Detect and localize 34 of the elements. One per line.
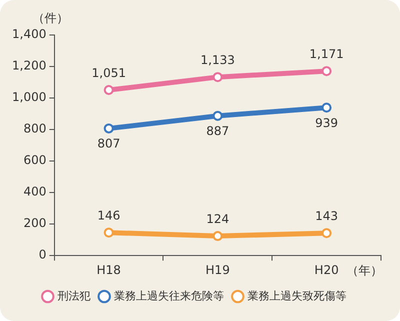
y-tick-label: 1,400 — [12, 27, 46, 42]
point — [322, 228, 332, 238]
y-tick-label: 800 — [23, 122, 46, 136]
data-label: 143 — [315, 209, 338, 224]
y-axis-title: （件） — [32, 11, 68, 26]
point — [212, 110, 223, 121]
x-tick-label: H19 — [206, 262, 230, 277]
data-label: 1,171 — [309, 47, 344, 62]
y-tick-label: 1,000 — [12, 90, 46, 104]
point — [322, 66, 332, 76]
data-label: 124 — [206, 212, 230, 226]
data-label: 887 — [206, 124, 230, 138]
data-label: 939 — [315, 116, 338, 130]
point — [212, 72, 223, 82]
x-tick-label: H18 — [96, 262, 121, 277]
legend-label: 業務上過失往来危険等 — [114, 289, 224, 302]
point — [104, 84, 114, 95]
x-tick-label: H20 — [314, 262, 339, 277]
data-label: 146 — [97, 208, 120, 223]
legend-label: 刑法犯 — [57, 289, 90, 302]
data-label: 1,051 — [92, 66, 126, 80]
x-axis-title: （年） — [346, 264, 383, 278]
y-tick-label: 1,200 — [12, 58, 46, 73]
point — [104, 123, 114, 134]
point — [104, 228, 114, 238]
point — [322, 102, 332, 113]
legend-label: 業務上過失致死傷等 — [247, 289, 346, 302]
data-label: 807 — [97, 136, 120, 151]
y-tick-label: 200 — [23, 216, 46, 230]
point — [212, 231, 223, 242]
y-tick-label: 600 — [23, 153, 46, 168]
y-tick-label: 0 — [38, 248, 46, 262]
data-label: 1,133 — [200, 53, 235, 68]
y-tick-label: 400 — [23, 184, 46, 199]
